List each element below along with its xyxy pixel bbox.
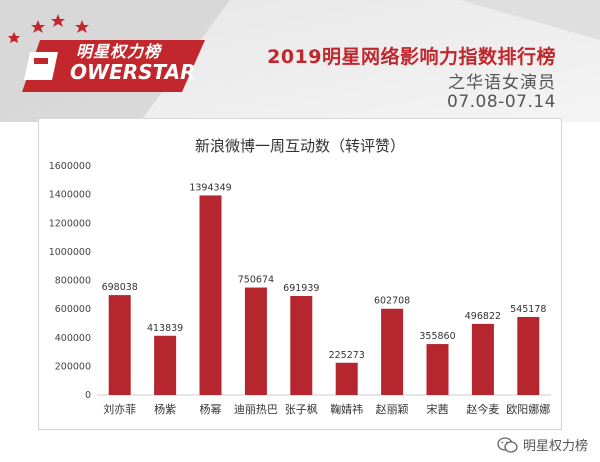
x-tick-label: 鞠婧祎: [330, 402, 363, 416]
chart-title: 新浪微博一周互动数（转评赞）: [194, 137, 405, 155]
y-tick-label: 200000: [55, 361, 91, 372]
bar: [290, 295, 313, 395]
data-label: 698038: [102, 282, 138, 293]
logo-chinese: 明星权力榜: [76, 42, 162, 61]
y-tick-label: 0: [85, 390, 91, 401]
bar: [199, 195, 222, 395]
bar-chart: 0 200000 400000 600000 800000 1000000 1200000 1…: [49, 161, 551, 416]
data-label: 691939: [283, 283, 319, 294]
y-tick-label: 1200000: [49, 218, 91, 229]
x-tick-label: 杨紫: [154, 402, 176, 416]
data-label: 602708: [374, 296, 410, 307]
bar: [335, 362, 358, 395]
footer-watermark: 明星权力榜: [497, 435, 588, 454]
bar: [517, 316, 540, 395]
y-tick-label: 1400000: [49, 190, 91, 201]
x-tick-label: 赵丽颖: [376, 402, 409, 416]
y-tick-label: 800000: [55, 276, 91, 287]
chart-card: 0 200000 400000 600000 800000 1000000 1200000 1…: [38, 118, 562, 430]
date-range: 07.08-07.14: [447, 92, 556, 112]
x-tick-label: 刘亦菲: [103, 402, 136, 416]
y-tick-label: 400000: [55, 333, 91, 344]
x-tick-label: 欧阳娜娜: [506, 402, 550, 416]
data-label: 750674: [238, 275, 274, 286]
data-label: 545178: [510, 304, 546, 315]
y-tick-label: 600000: [55, 304, 91, 315]
banner-background: [0, 0, 600, 122]
x-tick-label: 赵今麦: [466, 402, 499, 416]
page-subtitle: 之华语女演员: [448, 73, 556, 93]
bar: [244, 287, 267, 395]
y-tick-label: 1000000: [49, 247, 91, 258]
data-label: 225273: [329, 350, 365, 361]
page-title: 2019明星网络影响力指数排行榜: [267, 46, 556, 68]
data-label: 496822: [465, 311, 501, 322]
data-label: 413839: [147, 323, 183, 334]
bar: [471, 323, 494, 395]
data-label: 1394349: [189, 182, 231, 193]
x-tick-label: 杨幂: [200, 402, 222, 416]
y-tick-label: 1600000: [49, 161, 91, 172]
bar: [108, 295, 131, 395]
x-tick-label: 张子枫: [285, 402, 318, 416]
data-label: 355860: [419, 331, 455, 342]
footer-account: 明星权力榜: [522, 439, 588, 454]
wechat-icon: [497, 436, 518, 453]
logo-stars: [8, 14, 89, 43]
bar: [426, 344, 449, 395]
bar: [154, 335, 177, 395]
x-tick-label: 宋茜: [427, 402, 449, 416]
header-banner: 明星权力榜 OWERSTAR 2019明星网络影响力指数排行榜 之华语女演员 0…: [0, 0, 600, 122]
logo-english: OWERSTAR: [70, 60, 196, 84]
x-tick-label: 迪丽热巴: [234, 403, 278, 416]
bar: [381, 308, 404, 395]
